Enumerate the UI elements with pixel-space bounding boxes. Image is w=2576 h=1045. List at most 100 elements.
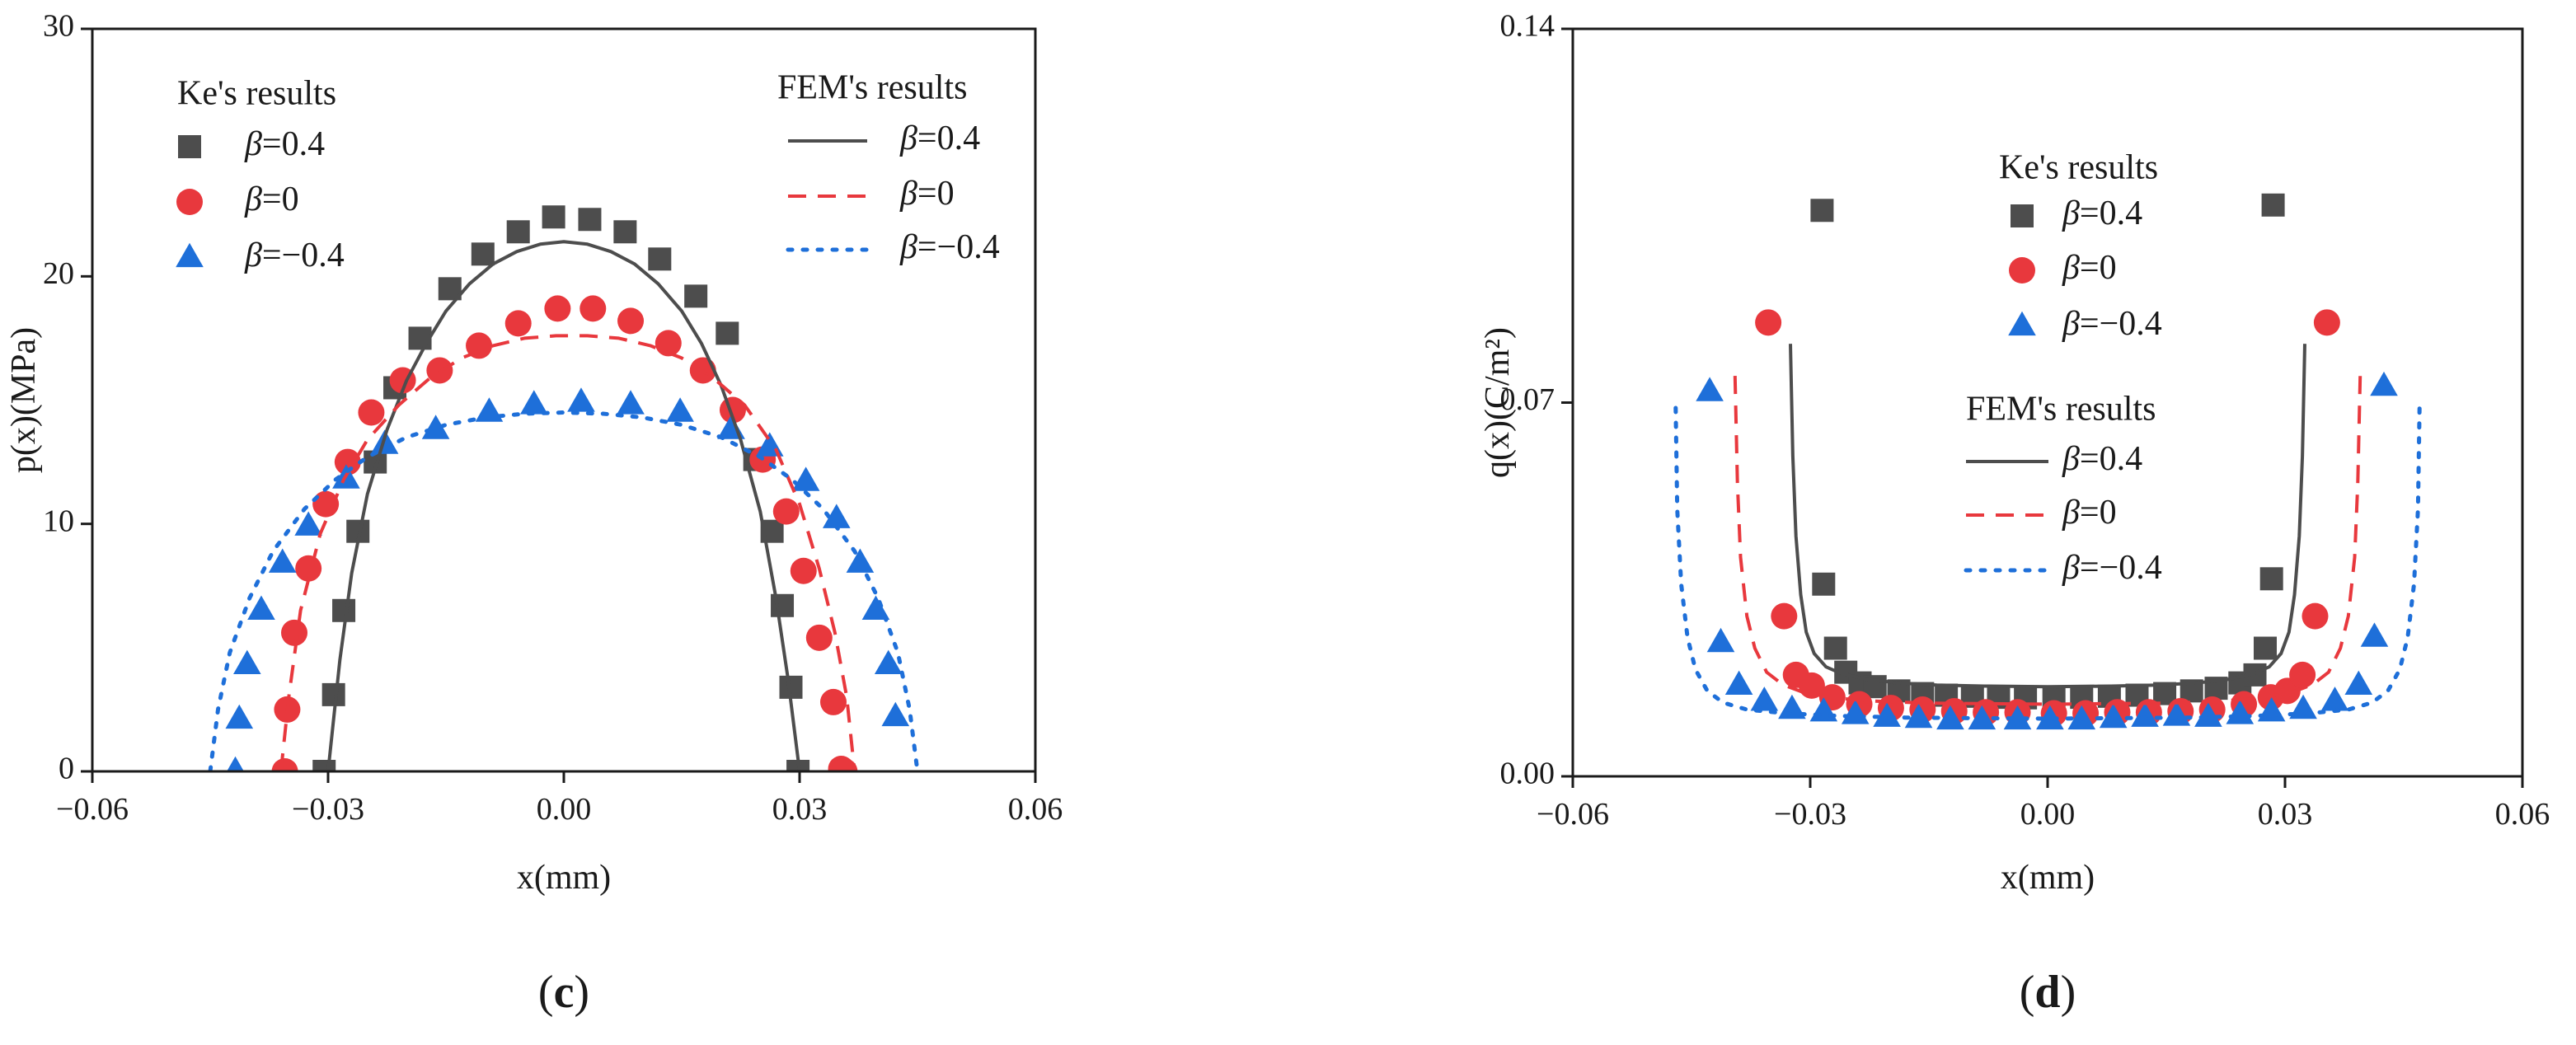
- legend-entry-label: β=0.4: [2062, 440, 2142, 478]
- data-point: [617, 390, 645, 415]
- y-tick-label: 0: [59, 752, 74, 786]
- x-tick-label: 0.00: [537, 792, 592, 827]
- data-point: [790, 557, 817, 584]
- legend-entry-label: β=0: [2062, 494, 2117, 532]
- x-axis-label: x(mm): [517, 859, 611, 897]
- panel-label: (d): [2020, 967, 2076, 1018]
- plot-area: [1673, 193, 2422, 730]
- data-point: [542, 205, 565, 229]
- series-markers-beta_neg04: [1696, 371, 2398, 730]
- fem-curve-beta_0: [1733, 376, 2363, 706]
- legend-entry-label: β=0.4: [2062, 194, 2142, 232]
- fem-curve-beta_neg04: [208, 410, 920, 771]
- data-point: [332, 598, 356, 622]
- legend-ke-results: Ke's results β=0.4 β=0 β=−0.4: [1999, 149, 2162, 343]
- y-tick-label: 20: [43, 256, 74, 291]
- x-tick-label: −0.03: [1774, 797, 1846, 832]
- data-point: [1798, 672, 1825, 699]
- x-tick-label: 0.06: [1008, 792, 1063, 827]
- data-point: [1812, 572, 1836, 596]
- y-tick-label: 0.14: [1500, 9, 1555, 44]
- legend-fem-results: FEM's results β=0.4 β=0 β=−0.4: [777, 69, 1000, 266]
- data-point: [617, 307, 645, 335]
- legend-fem-results: FEM's results β=0.4 β=0 β=−0.4: [1964, 391, 2162, 587]
- data-point: [819, 688, 847, 715]
- legend-title: FEM's results: [1966, 391, 2156, 429]
- legend-entry-label: β=−0.4: [244, 237, 345, 274]
- data-point: [281, 619, 308, 646]
- legend-ke-results: Ke's results β=0.4 β=0 β=−0.4: [176, 75, 345, 274]
- data-point: [791, 466, 820, 491]
- data-point: [716, 321, 739, 345]
- data-point: [648, 247, 672, 271]
- data-point: [519, 390, 548, 415]
- legend-marker: [178, 135, 201, 158]
- data-point: [613, 220, 637, 244]
- data-point: [1755, 309, 1782, 336]
- data-point: [684, 284, 708, 308]
- panel-label: (c): [538, 967, 589, 1018]
- data-point: [2289, 661, 2316, 688]
- data-point: [823, 504, 851, 528]
- legend-title: Ke's results: [177, 75, 336, 113]
- series-markers-beta_neg04: [225, 387, 910, 771]
- data-point: [334, 448, 361, 476]
- data-point: [1724, 670, 1753, 696]
- legend-title: Ke's results: [1999, 149, 2158, 187]
- data-point: [421, 415, 450, 439]
- series-markers-beta_04: [1810, 193, 2285, 710]
- y-tick-label: 30: [43, 9, 74, 44]
- data-point: [2003, 705, 2032, 730]
- data-point: [2162, 701, 2191, 726]
- data-point: [504, 310, 532, 337]
- legend-entry-label: β=−0.4: [2062, 305, 2162, 343]
- data-point: [1771, 602, 1798, 630]
- legend-entry-label: β=0.4: [899, 119, 980, 157]
- data-point: [312, 490, 340, 518]
- plot-area: [208, 205, 920, 771]
- legend-entry-label: β=0: [899, 175, 955, 213]
- series-markers-beta_04: [312, 205, 810, 771]
- data-point: [666, 397, 694, 422]
- legend-entry-label: β=0.4: [244, 125, 325, 163]
- data-point: [2131, 702, 2159, 727]
- data-point: [1706, 627, 1735, 653]
- x-tick-label: −0.06: [1537, 797, 1609, 832]
- series-markers-beta_0: [271, 295, 858, 771]
- data-point: [233, 649, 261, 675]
- legend-entry-label: β=0: [2062, 249, 2117, 287]
- x-tick-label: −0.06: [56, 792, 129, 827]
- data-point: [471, 242, 495, 266]
- y-tick-label: 0.07: [1500, 382, 1555, 417]
- data-point: [2259, 567, 2283, 591]
- data-point: [2344, 670, 2373, 696]
- legend-entry-label: β=−0.4: [2062, 549, 2162, 587]
- data-point: [2360, 622, 2389, 647]
- data-point: [567, 387, 595, 412]
- data-point: [2370, 371, 2398, 396]
- data-point: [2302, 602, 2329, 630]
- x-axis-label: x(mm): [2001, 859, 2095, 897]
- legend-entry-label: β=−0.4: [899, 228, 1000, 266]
- data-point: [544, 295, 571, 322]
- data-point: [2254, 636, 2277, 660]
- legend-marker: [2008, 311, 2036, 336]
- series-line-beta_0: [279, 334, 856, 771]
- data-point: [831, 758, 858, 771]
- data-point: [1750, 687, 1779, 711]
- y-tick-label: 10: [43, 504, 74, 538]
- panel-c-chart: −0.06 −0.03 0.00 0.03 0.06 0 10 20 30 x(mm) p(x)(M…: [5, 9, 1063, 1018]
- data-point: [358, 399, 385, 426]
- data-point: [2099, 703, 2128, 729]
- fem-curve-beta_04: [1789, 344, 2306, 689]
- legend-entry-label: β=0: [244, 180, 299, 218]
- data-point: [268, 548, 297, 573]
- data-point: [2036, 705, 2064, 730]
- data-point: [772, 498, 800, 525]
- data-point: [881, 701, 910, 727]
- data-point: [805, 624, 833, 651]
- data-point: [225, 704, 254, 729]
- x-tick-label: −0.03: [292, 792, 364, 827]
- data-point: [579, 295, 607, 322]
- fem-curve-beta_04: [326, 240, 801, 771]
